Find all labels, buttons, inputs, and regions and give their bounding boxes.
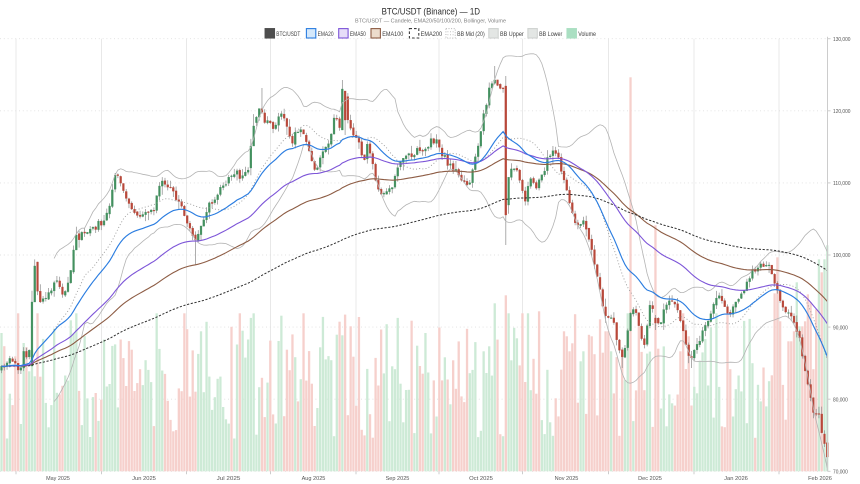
- svg-text:110,000: 110,000: [833, 181, 851, 187]
- svg-text:EMA20: EMA20: [318, 32, 335, 38]
- svg-text:Aug 2025: Aug 2025: [302, 476, 326, 482]
- svg-text:90,000: 90,000: [833, 325, 848, 331]
- svg-text:Feb 2026: Feb 2026: [808, 476, 832, 482]
- svg-text:Nov 2025: Nov 2025: [555, 476, 579, 482]
- svg-text:Jul 2025: Jul 2025: [217, 476, 241, 482]
- svg-text:120,000: 120,000: [833, 109, 851, 115]
- svg-text:May 2025: May 2025: [46, 476, 70, 482]
- svg-text:100,000: 100,000: [833, 253, 851, 259]
- svg-text:Jan 2026: Jan 2026: [724, 476, 748, 482]
- svg-text:EMA200: EMA200: [421, 32, 443, 38]
- svg-text:EMA100: EMA100: [382, 32, 404, 38]
- svg-text:BB Mid (20): BB Mid (20): [457, 32, 485, 38]
- svg-text:70,000: 70,000: [833, 470, 848, 476]
- svg-text:BTC/USDT: BTC/USDT: [276, 32, 300, 38]
- svg-text:80,000: 80,000: [833, 397, 848, 403]
- svg-text:Dec 2025: Dec 2025: [638, 476, 662, 482]
- svg-text:Sep 2025: Sep 2025: [386, 476, 410, 482]
- svg-text:EMA50: EMA50: [350, 32, 367, 38]
- svg-text:BTC/USDT — Candele, EMA20/50/1: BTC/USDT — Candele, EMA20/50/100/200, Bo…: [355, 19, 506, 25]
- svg-text:BTC/USDT (Binance) — 1D: BTC/USDT (Binance) — 1D: [382, 6, 480, 17]
- svg-text:BB Lower: BB Lower: [539, 32, 562, 38]
- svg-text:Jun 2025: Jun 2025: [132, 476, 156, 482]
- svg-text:BB Upper: BB Upper: [500, 32, 524, 38]
- svg-text:Volume: Volume: [578, 32, 596, 38]
- svg-text:Oct 2025: Oct 2025: [469, 476, 493, 482]
- svg-text:130,000: 130,000: [833, 37, 851, 43]
